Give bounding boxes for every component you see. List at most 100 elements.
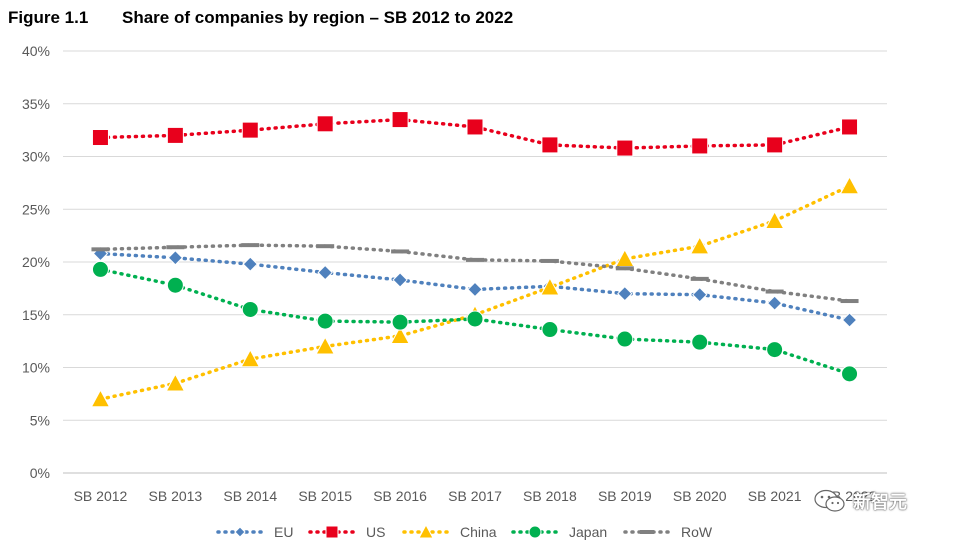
data-point-row bbox=[615, 266, 634, 271]
legend-item-us: US bbox=[308, 524, 385, 540]
data-point-eu bbox=[617, 285, 633, 302]
data-point-row bbox=[466, 257, 484, 262]
legend-label-eu: EU bbox=[274, 524, 293, 540]
y-tick-label: 35% bbox=[22, 96, 50, 112]
data-point-eu bbox=[392, 272, 408, 288]
legend-marker-us bbox=[325, 525, 339, 539]
data-point-row bbox=[316, 244, 335, 249]
legend-item-japan: Japan bbox=[511, 524, 607, 540]
data-point-row bbox=[840, 299, 859, 304]
y-tick-label: 30% bbox=[22, 149, 50, 165]
data-point-china bbox=[689, 236, 710, 255]
data-point-eu bbox=[692, 286, 708, 303]
watermark-text: 新智元 bbox=[853, 492, 907, 513]
x-tick-label: SB 2020 bbox=[673, 488, 727, 504]
data-point-japan bbox=[616, 330, 634, 348]
x-tick-label: SB 2013 bbox=[149, 488, 203, 504]
series-us bbox=[91, 111, 859, 157]
series-layer bbox=[90, 111, 860, 408]
x-tick-label: SB 2016 bbox=[373, 488, 427, 504]
legend-label-us: US bbox=[366, 524, 385, 540]
x-tick-label: SB 2017 bbox=[448, 488, 502, 504]
data-point-eu bbox=[242, 256, 258, 272]
gridlines bbox=[63, 50, 887, 474]
data-point-japan bbox=[316, 312, 334, 330]
data-point-china bbox=[390, 325, 410, 344]
legend-label-china: China bbox=[460, 524, 497, 540]
data-point-us bbox=[841, 118, 859, 136]
data-point-japan bbox=[241, 300, 259, 318]
data-point-japan bbox=[691, 333, 709, 351]
data-point-us bbox=[166, 126, 184, 144]
data-point-japan bbox=[766, 341, 784, 359]
data-point-japan bbox=[541, 321, 559, 339]
data-point-row bbox=[241, 243, 260, 248]
legend-marker-eu bbox=[234, 526, 246, 538]
wechat-icon bbox=[814, 489, 845, 512]
legend-item-eu: EU bbox=[216, 524, 293, 540]
x-axis-ticks: SB 2012 SB 2013 SB 2014 SB 2015 SB 2016 SB 20… bbox=[74, 488, 877, 504]
y-tick-label: 0% bbox=[30, 465, 50, 481]
y-tick-label: 15% bbox=[22, 307, 50, 323]
chart-title: Share of companies by region – SB 2012 t… bbox=[122, 8, 514, 27]
series-line-us bbox=[98, 117, 852, 150]
data-point-row bbox=[391, 249, 410, 254]
data-point-us bbox=[316, 115, 334, 133]
x-tick-label: SB 2012 bbox=[74, 488, 128, 504]
series-line-japan bbox=[98, 267, 852, 376]
x-tick-label: SB 2019 bbox=[598, 488, 652, 504]
data-point-row bbox=[765, 289, 784, 294]
data-point-eu bbox=[467, 281, 483, 298]
data-point-row bbox=[91, 247, 110, 252]
data-point-china bbox=[764, 210, 785, 230]
data-point-china bbox=[839, 175, 860, 195]
data-point-us bbox=[691, 137, 709, 155]
data-point-us bbox=[766, 136, 784, 154]
x-tick-label: SB 2021 bbox=[748, 488, 802, 504]
data-point-eu bbox=[167, 250, 184, 266]
y-tick-label: 40% bbox=[22, 43, 50, 59]
data-point-japan bbox=[841, 365, 859, 383]
data-point-us bbox=[541, 136, 559, 154]
data-point-china bbox=[90, 389, 111, 408]
data-point-japan bbox=[166, 276, 184, 294]
data-point-row bbox=[690, 276, 709, 281]
x-tick-label: SB 2018 bbox=[523, 488, 577, 504]
legend-marker-japan bbox=[528, 525, 542, 539]
legend: EU US China Japan RoW bbox=[216, 523, 713, 540]
data-point-china bbox=[540, 277, 560, 296]
data-point-us bbox=[466, 118, 484, 136]
y-tick-label: 10% bbox=[22, 360, 50, 376]
y-tick-label: 25% bbox=[22, 201, 50, 217]
legend-label-row: RoW bbox=[681, 524, 713, 540]
series-japan bbox=[91, 260, 859, 383]
legend-item-china: China bbox=[402, 523, 497, 540]
data-point-row bbox=[540, 258, 559, 263]
data-point-eu bbox=[317, 264, 333, 281]
data-point-china bbox=[240, 349, 261, 368]
data-point-japan bbox=[466, 310, 484, 328]
legend-label-japan: Japan bbox=[569, 524, 607, 540]
data-point-china bbox=[614, 248, 635, 267]
data-point-eu bbox=[841, 312, 858, 328]
data-point-us bbox=[616, 139, 634, 157]
x-tick-label: SB 2015 bbox=[298, 488, 352, 504]
legend-marker-row bbox=[640, 530, 654, 534]
figure-number: Figure 1.1 bbox=[8, 8, 89, 27]
legend-marker-china bbox=[418, 523, 434, 539]
data-point-us bbox=[241, 121, 259, 139]
figure-header: Figure 1.1 Share of companies by region … bbox=[8, 4, 513, 32]
legend-item-row: RoW bbox=[623, 524, 713, 540]
x-tick-label: SB 2014 bbox=[223, 488, 277, 504]
y-axis-ticks: 0% 5% 10% 15% 20% 25% 30% 35% 40% bbox=[22, 43, 50, 481]
y-tick-label: 20% bbox=[22, 254, 50, 270]
series-line-row bbox=[98, 243, 852, 303]
data-point-us bbox=[91, 129, 109, 147]
data-point-japan bbox=[391, 313, 409, 331]
watermark: 新智元 bbox=[813, 487, 907, 515]
series-eu bbox=[92, 245, 858, 328]
data-point-eu bbox=[766, 295, 783, 311]
data-point-row bbox=[166, 245, 185, 250]
series-row bbox=[91, 243, 859, 304]
